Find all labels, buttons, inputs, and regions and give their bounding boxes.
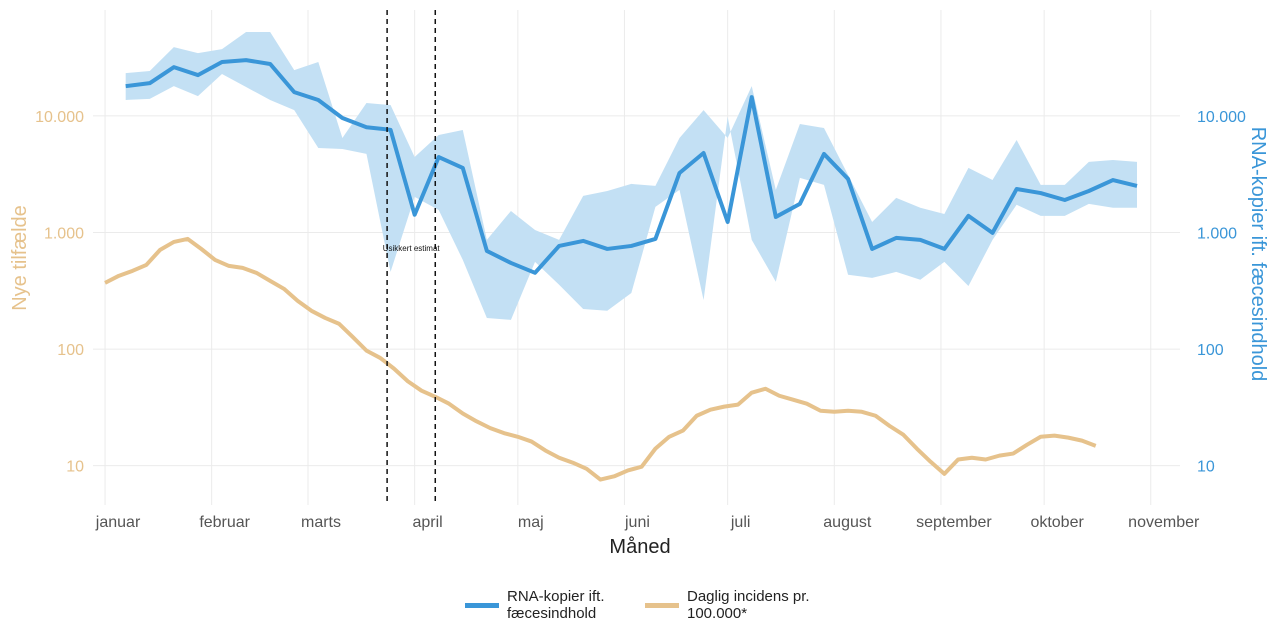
- x-axis-title: Måned: [609, 536, 670, 558]
- x-tick-label: april: [413, 514, 443, 531]
- y-axis-title: Nye tilfælde: [9, 205, 31, 311]
- y-tick-label: 10: [66, 459, 84, 476]
- y-tick-label: 1.000: [44, 226, 84, 243]
- chart: Måned Nye tilfælde RNA-kopier ift. fæces…: [9, 10, 1269, 558]
- legend-swatch: [465, 602, 499, 608]
- y2-tick-label: 10.000: [1197, 109, 1246, 126]
- x-tick-label: juli: [730, 514, 751, 531]
- x-tick-label: august: [823, 514, 872, 531]
- y-tick-label: 100: [57, 342, 84, 359]
- legend-swatch: [645, 602, 679, 608]
- y-tick-label: 10.000: [35, 109, 84, 126]
- x-tick-label: maj: [518, 514, 544, 531]
- x-tick-label: februar: [199, 514, 250, 531]
- y2-tick-label: 10: [1197, 459, 1215, 476]
- confidence-band: [125, 32, 1138, 320]
- legend-label: RNA-kopier ift. fæcesindhold: [507, 588, 605, 622]
- x-tick-label: september: [916, 514, 992, 531]
- x-tick-label: januar: [95, 514, 141, 531]
- x-tick-label: oktober: [1030, 514, 1084, 531]
- x-tick-label: november: [1128, 514, 1200, 531]
- y2-tick-label: 100: [1197, 342, 1224, 359]
- annotation: Usikkert estimat: [383, 244, 441, 253]
- legend-item: Daglig incidens pr. 100.000*: [645, 588, 812, 622]
- y2-axis-title: RNA-kopier ift. fæcesindhold: [1247, 127, 1269, 382]
- legend: RNA-kopier ift. fæcesindhold Daglig incid…: [0, 588, 1277, 622]
- line-series: [104, 236, 1097, 482]
- line-series: [125, 58, 1138, 275]
- x-tick-label: juni: [624, 514, 650, 531]
- y2-tick-label: 1.000: [1197, 226, 1237, 243]
- legend-item: RNA-kopier ift. fæcesindhold: [465, 588, 619, 622]
- x-tick-label: marts: [301, 514, 341, 531]
- legend-label: Daglig incidens pr. 100.000*: [687, 588, 810, 622]
